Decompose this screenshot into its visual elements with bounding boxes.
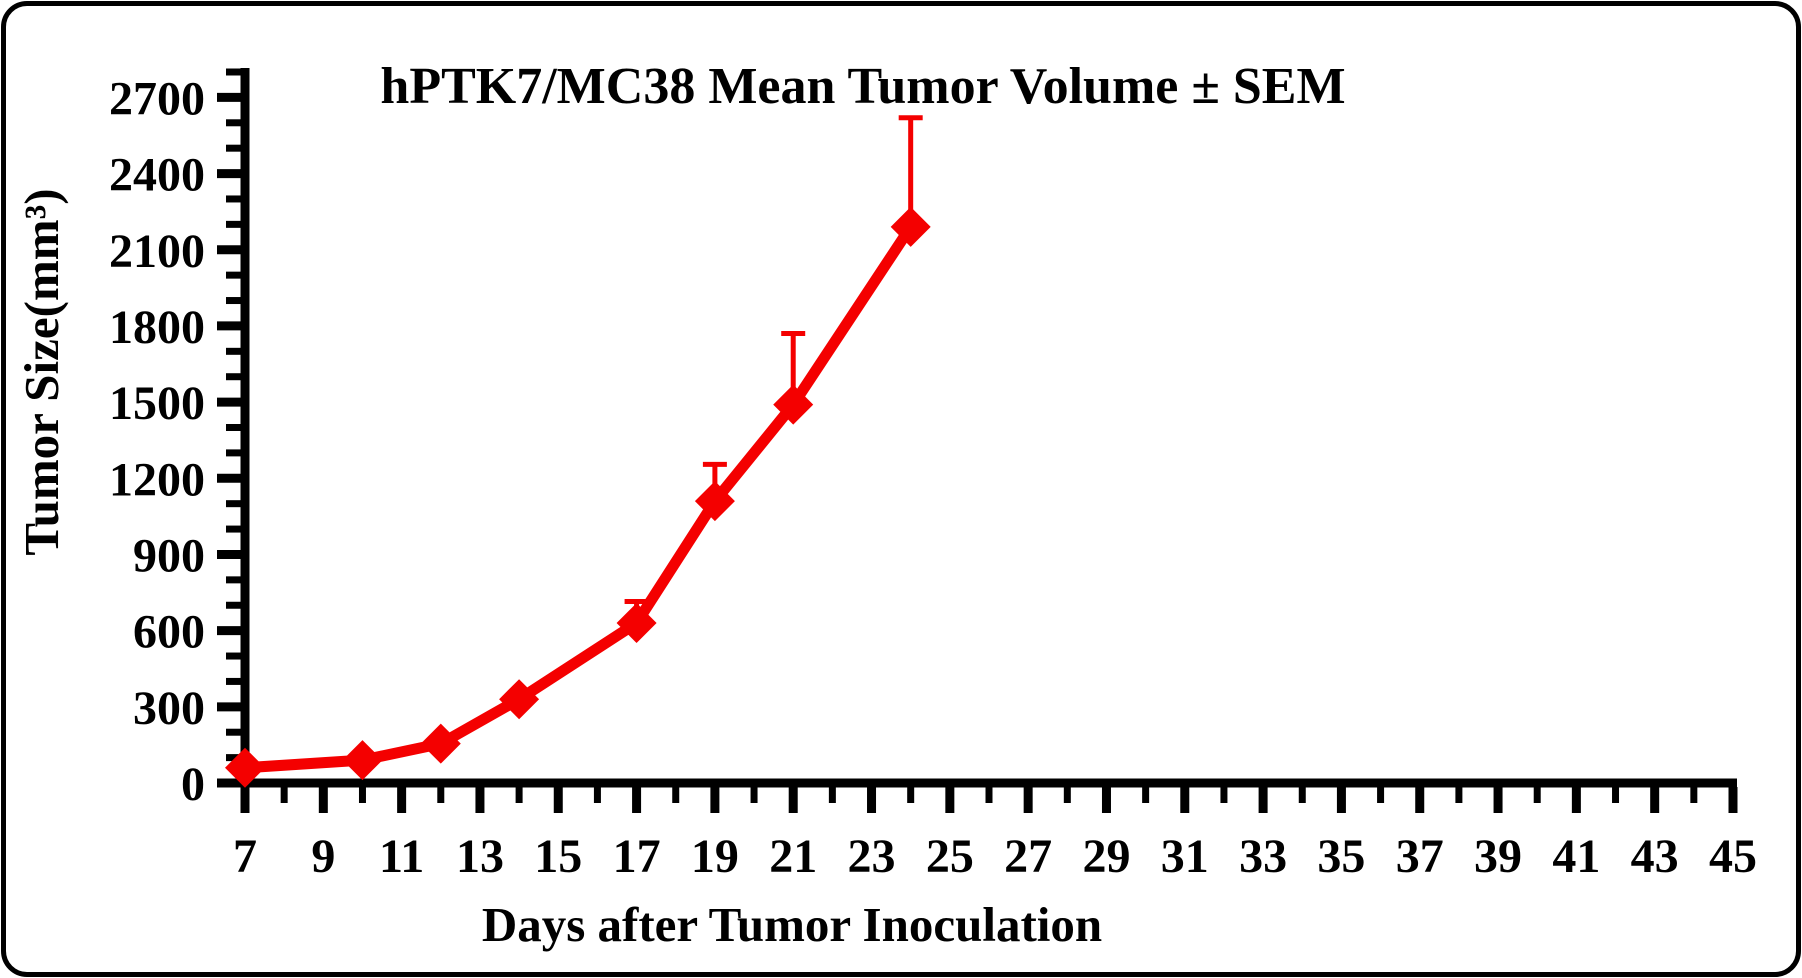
y-tick-label: 1200: [109, 453, 205, 506]
y-tick-label: 0: [181, 758, 205, 811]
diamond-marker: [499, 679, 540, 720]
x-axis-tick-labels: 7 9 11 13 15 17 19 21 23 25 27 29 31 33 35 37 39 41 43 45: [233, 830, 1757, 883]
error-bars: [624, 115, 923, 624]
x-tick-label: 27: [1004, 830, 1052, 883]
diamond-marker: [890, 206, 931, 247]
x-tick-label: 25: [926, 830, 974, 883]
data-line: [239, 221, 917, 774]
chart-title: hPTK7/MC38 Mean Tumor Volume ± SEM: [380, 58, 1345, 115]
diamond-marker: [420, 723, 461, 764]
data-point-markers: [225, 206, 931, 788]
x-tick-label: 37: [1396, 830, 1444, 883]
y-axis-ticks: [217, 68, 241, 788]
x-tick-label: 29: [1082, 830, 1130, 883]
x-tick-label: 21: [769, 830, 817, 883]
y-axis-tick-labels: 0 300 600 900 1200 1500 1800 2100 2400 2700: [109, 72, 205, 811]
diamond-marker: [773, 384, 814, 425]
x-tick-label: 7: [233, 830, 257, 883]
y-tick-label: 600: [133, 606, 205, 659]
diamond-marker: [616, 603, 657, 644]
y-tick-label: 1800: [109, 301, 205, 354]
x-tick-label: 33: [1239, 830, 1287, 883]
x-axis-title: Days after Tumor Inoculation: [482, 897, 1102, 952]
series-line: [239, 221, 917, 774]
y-tick-label: 900: [133, 529, 205, 582]
x-tick-label: 41: [1552, 830, 1600, 883]
x-tick-label: 35: [1317, 830, 1365, 883]
diamond-marker: [694, 481, 735, 522]
y-tick-label: 1500: [109, 377, 205, 430]
x-tick-label: 15: [534, 830, 582, 883]
x-tick-label: 45: [1709, 830, 1757, 883]
x-tick-label: 13: [456, 830, 504, 883]
x-tick-label: 43: [1631, 830, 1679, 883]
x-tick-label: 9: [311, 830, 335, 883]
diamond-marker: [225, 747, 265, 788]
x-tick-label: 17: [613, 830, 661, 883]
x-tick-label: 31: [1161, 830, 1209, 883]
y-tick-label: 300: [133, 682, 205, 735]
x-tick-label: 23: [848, 830, 896, 883]
y-tick-label: 2100: [109, 225, 205, 278]
y-tick-label: 2700: [109, 72, 205, 125]
x-tick-label: 39: [1474, 830, 1522, 883]
y-tick-label: 2400: [109, 149, 205, 202]
x-tick-label: 11: [379, 830, 424, 883]
diamond-marker: [342, 740, 383, 781]
y-axis-title: Tumor Size(mm³): [14, 188, 69, 555]
x-tick-label: 19: [691, 830, 739, 883]
x-axis-ticks: [240, 787, 1738, 813]
